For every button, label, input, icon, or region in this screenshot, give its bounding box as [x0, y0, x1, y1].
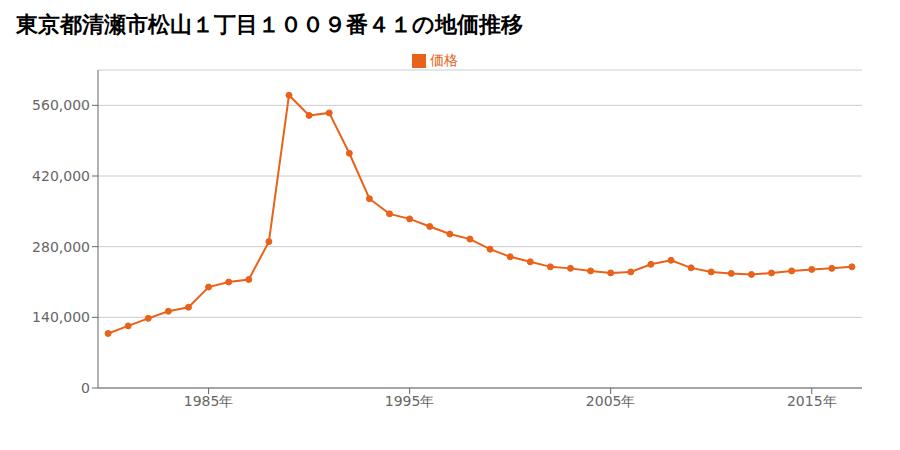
- svg-text:420,000: 420,000: [32, 168, 90, 184]
- svg-text:1985年: 1985年: [184, 393, 234, 409]
- svg-text:2015年: 2015年: [787, 393, 837, 409]
- svg-text:560,000: 560,000: [32, 97, 90, 113]
- svg-text:140,000: 140,000: [32, 309, 90, 325]
- html-text:東京都清瀬市松山１丁目１００９番４１の地価推移: 東京都清瀬市松山１丁目１００９番４１の地価推移: [16, 12, 523, 37]
- html-text:価格: 価格: [430, 52, 458, 68]
- svg-text:1995年: 1995年: [385, 393, 435, 409]
- svg-text:2005年: 2005年: [586, 393, 636, 409]
- svg-text:0: 0: [81, 380, 90, 396]
- svg-text:280,000: 280,000: [32, 239, 90, 255]
